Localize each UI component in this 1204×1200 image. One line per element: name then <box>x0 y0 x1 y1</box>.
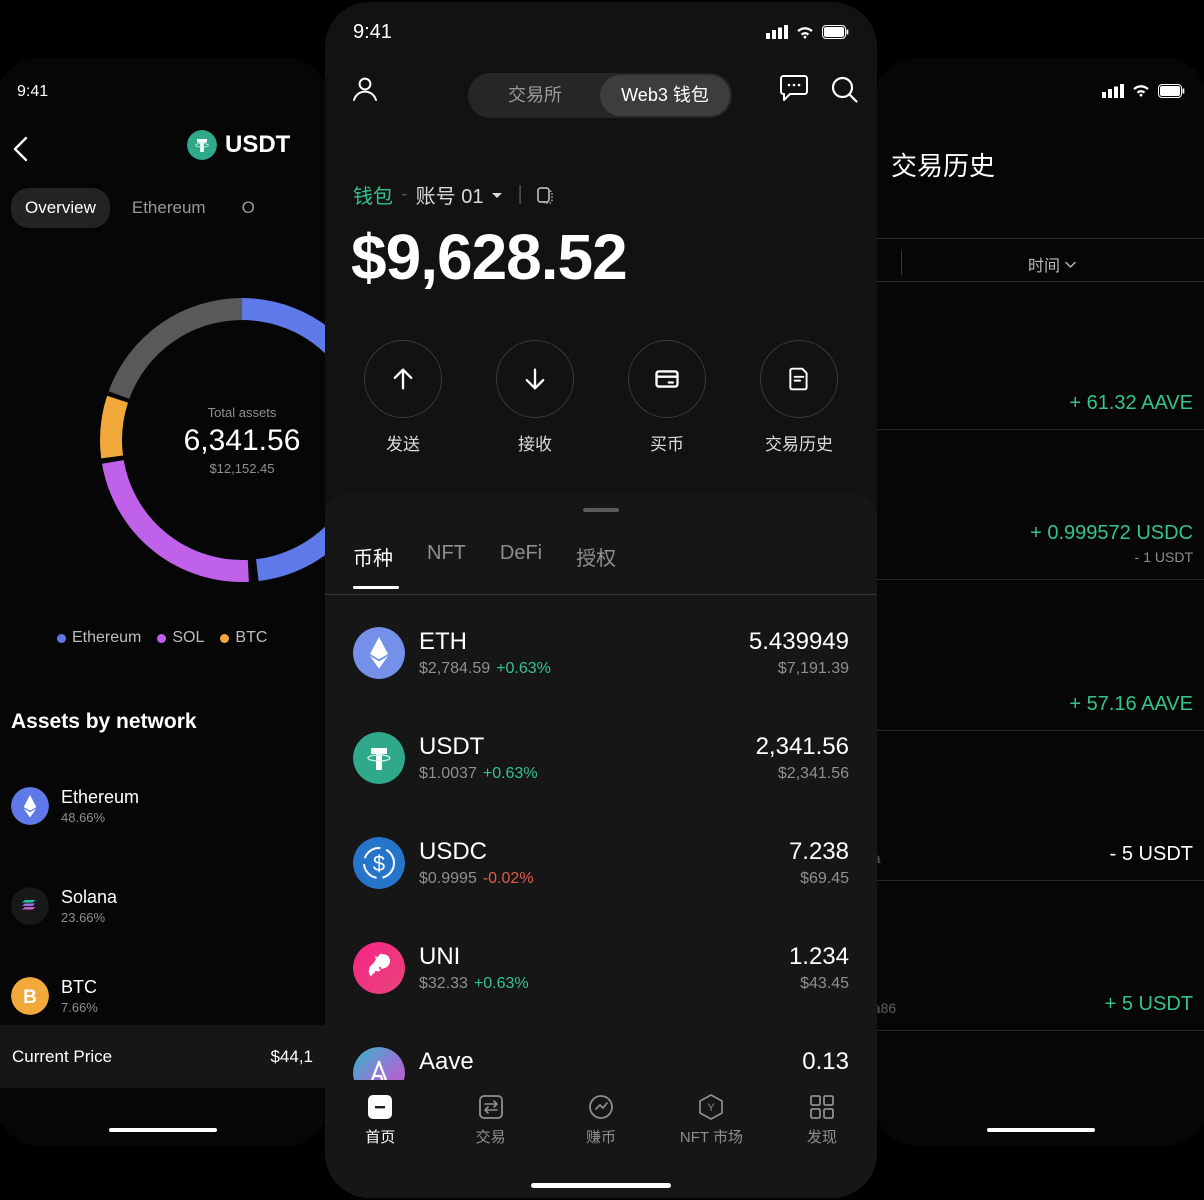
svg-text:B: B <box>23 987 37 1008</box>
svg-text:Y: Y <box>708 1102 716 1114</box>
svg-text:$: $ <box>373 851 385 876</box>
